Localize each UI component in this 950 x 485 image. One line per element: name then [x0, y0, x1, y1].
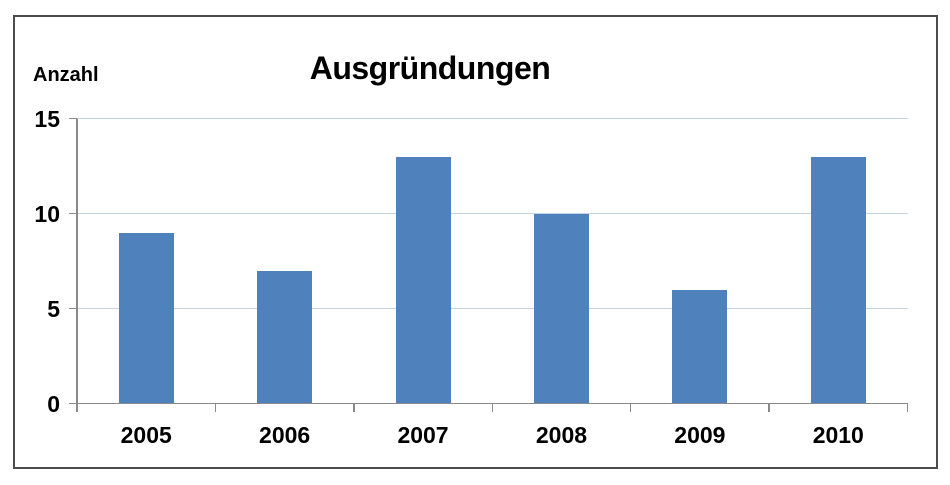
bar-2007	[395, 156, 451, 404]
x-tick-label-2009: 2009	[674, 422, 726, 448]
x-tick-0	[76, 403, 78, 412]
x-tick-6	[906, 403, 909, 412]
x-tick-label-2005: 2005	[120, 422, 172, 448]
y-tick-5	[69, 307, 77, 310]
bar-2005	[118, 232, 174, 404]
y-tick-label-0: 0	[47, 390, 60, 417]
y-tick-label-10: 10	[34, 200, 60, 227]
y-tick-label-15: 15	[34, 105, 60, 132]
x-tick-4	[629, 403, 632, 412]
y-axis-line	[76, 118, 78, 404]
x-tick-label-2010: 2010	[812, 422, 864, 448]
gridline-15	[77, 117, 908, 120]
x-tick-label-2008: 2008	[535, 422, 588, 448]
bar-2010	[810, 156, 866, 404]
y-tick-label-5: 5	[47, 295, 60, 322]
chart-title: Ausgründungen	[309, 50, 551, 86]
y-tick-0	[69, 402, 77, 405]
gridline-10	[77, 212, 908, 215]
x-tick-3	[491, 403, 493, 412]
x-tick-1	[214, 403, 217, 412]
bar-2008	[533, 213, 589, 404]
y-tick-15	[69, 117, 77, 120]
bar-2009	[672, 289, 728, 404]
y-axis-title: Anzahl	[33, 64, 99, 86]
gridline-5	[77, 307, 908, 310]
y-tick-10	[69, 212, 77, 215]
bar-2006	[257, 270, 313, 404]
x-tick-label-2006: 2006	[259, 422, 311, 448]
x-tick-label-2007: 2007	[397, 422, 449, 448]
x-tick-2	[353, 403, 355, 412]
x-tick-5	[768, 403, 770, 412]
